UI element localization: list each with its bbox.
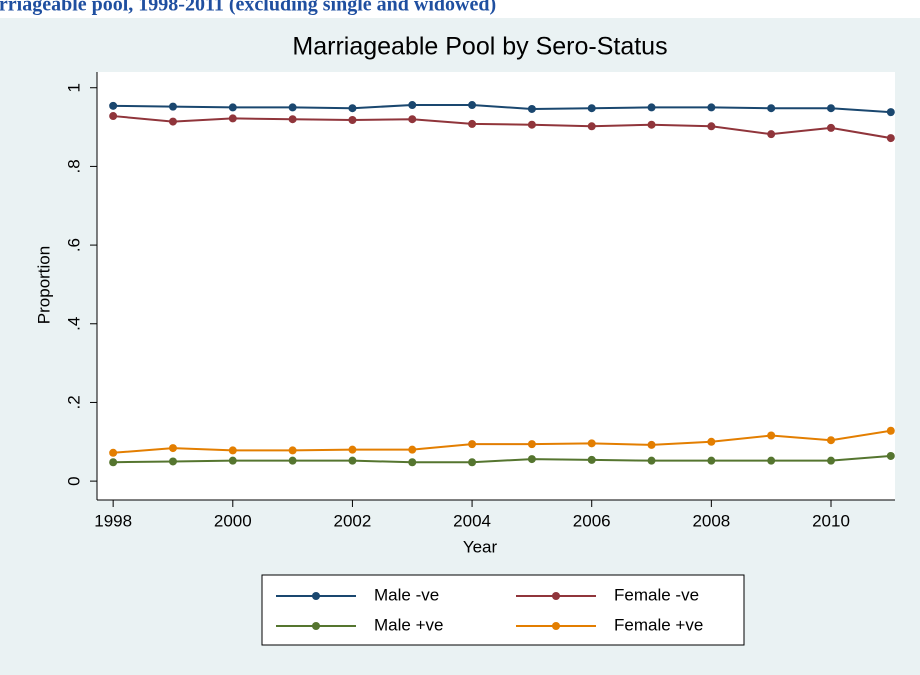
y-tick-label: 0 xyxy=(64,476,83,485)
data-point xyxy=(886,134,895,143)
data-point xyxy=(408,101,417,110)
data-point xyxy=(707,437,716,446)
legend-label: Female +ve xyxy=(614,615,703,634)
series-line xyxy=(113,104,891,114)
legend-label: Male -ve xyxy=(374,585,439,604)
series-line xyxy=(113,429,891,454)
data-point xyxy=(468,101,477,110)
series-line xyxy=(113,454,891,464)
data-point xyxy=(168,102,177,111)
y-tick-label: .4 xyxy=(64,317,83,331)
data-point xyxy=(886,426,895,435)
data-point xyxy=(348,104,357,113)
data-point xyxy=(468,119,477,128)
data-point xyxy=(168,457,177,466)
data-point xyxy=(348,115,357,124)
data-point xyxy=(707,103,716,112)
data-point xyxy=(408,445,417,454)
data-point xyxy=(408,115,417,124)
chart-title: Marriageable Pool by Sero-Status xyxy=(292,33,667,61)
data-point xyxy=(826,436,835,445)
data-point xyxy=(168,117,177,126)
legend-marker xyxy=(312,622,320,630)
data-point xyxy=(288,103,297,112)
y-axis-label: Proportion xyxy=(34,246,53,324)
data-point xyxy=(826,456,835,465)
data-point xyxy=(228,114,237,123)
legend-marker xyxy=(552,592,560,600)
x-tick-label: 2008 xyxy=(692,511,730,530)
page-heading: Marriageable pool, 1998-2011 (excluding … xyxy=(0,0,496,16)
data-point xyxy=(886,451,895,460)
data-point xyxy=(348,456,357,465)
data-point xyxy=(109,458,118,467)
data-point xyxy=(109,112,118,121)
data-point xyxy=(587,122,596,131)
x-tick-label: 2006 xyxy=(573,511,611,530)
data-point xyxy=(767,104,776,113)
x-tick-label: 1998 xyxy=(94,511,132,530)
x-tick-label: 2004 xyxy=(453,511,491,530)
y-tick-label: .6 xyxy=(64,238,83,252)
data-point xyxy=(228,103,237,112)
x-axis-label: Year xyxy=(463,537,498,556)
series-line xyxy=(113,115,891,140)
data-point xyxy=(527,120,536,129)
legend-marker xyxy=(552,622,560,630)
data-point xyxy=(767,456,776,465)
data-point xyxy=(288,456,297,465)
data-point xyxy=(527,455,536,464)
y-tick-label: .8 xyxy=(64,159,83,173)
data-point xyxy=(707,456,716,465)
data-point xyxy=(408,458,417,467)
data-point xyxy=(288,115,297,124)
x-tick-label: 2000 xyxy=(214,511,252,530)
data-point xyxy=(767,130,776,139)
x-tick-label: 2010 xyxy=(812,511,850,530)
y-tick-label: 1 xyxy=(64,83,83,92)
data-point xyxy=(647,456,656,465)
data-point xyxy=(647,103,656,112)
data-point xyxy=(228,446,237,455)
data-point xyxy=(647,440,656,449)
data-point xyxy=(168,444,177,453)
data-point xyxy=(647,120,656,129)
plot-area xyxy=(97,72,895,500)
data-point xyxy=(826,123,835,132)
legend-label: Male +ve xyxy=(374,615,443,634)
data-point xyxy=(109,448,118,457)
data-point xyxy=(527,440,536,449)
data-point xyxy=(587,104,596,113)
data-point xyxy=(468,440,477,449)
legend xyxy=(261,574,745,646)
data-point xyxy=(587,439,596,448)
data-point xyxy=(707,122,716,131)
data-point xyxy=(228,456,237,465)
data-point xyxy=(767,431,776,440)
data-point xyxy=(587,455,596,464)
data-point xyxy=(826,104,835,113)
data-point xyxy=(109,101,118,110)
legend-marker xyxy=(312,592,320,600)
data-point xyxy=(288,446,297,455)
legend-label: Female -ve xyxy=(614,585,699,604)
data-point xyxy=(527,104,536,113)
data-point xyxy=(348,445,357,454)
data-point xyxy=(886,108,895,117)
y-tick-label: .2 xyxy=(64,395,83,409)
x-tick-label: 2002 xyxy=(334,511,372,530)
data-point xyxy=(468,458,477,467)
